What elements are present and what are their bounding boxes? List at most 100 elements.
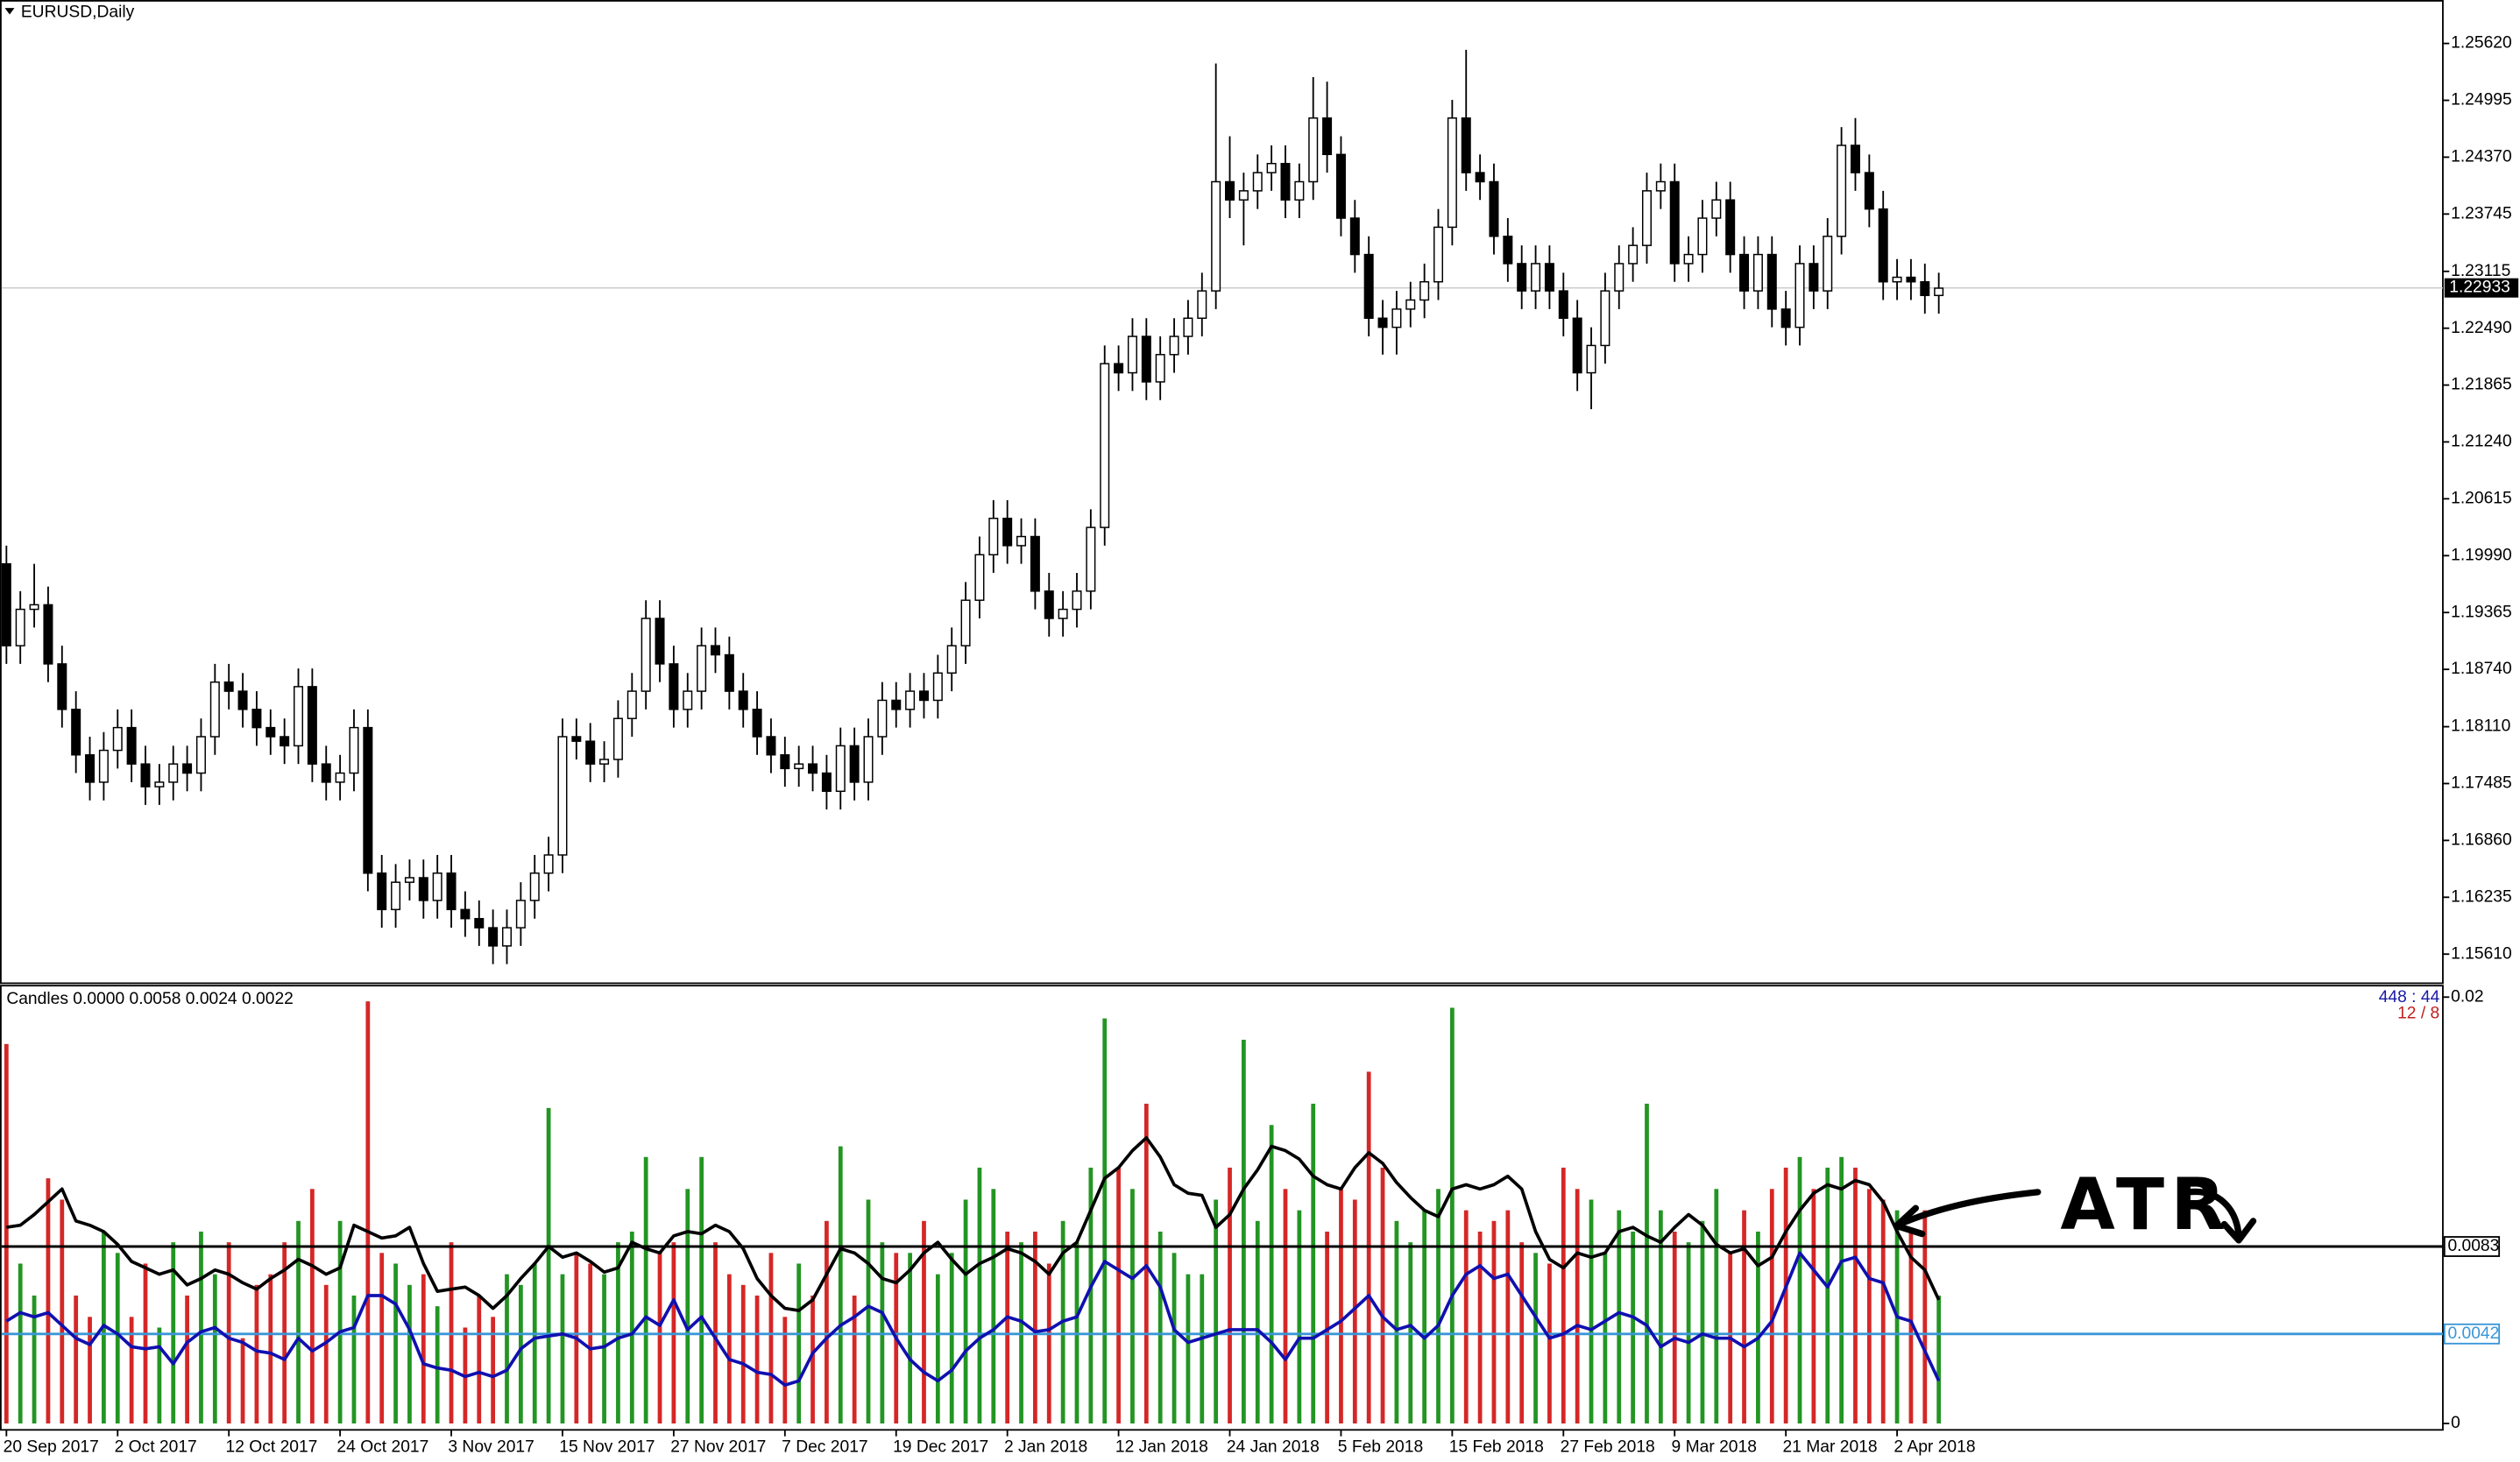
range-bar	[1422, 1210, 1427, 1424]
candle-body	[1655, 180, 1666, 192]
candle-body	[974, 554, 985, 601]
menu-triangle[interactable]	[4, 8, 15, 15]
range-bar	[1589, 1199, 1594, 1424]
range-bar	[1756, 1231, 1760, 1424]
range-bar	[935, 1274, 940, 1424]
candle-body	[1377, 317, 1388, 328]
range-bar	[1380, 1167, 1385, 1424]
y-tick-label: 1.16235	[2451, 887, 2512, 906]
candle-body	[182, 763, 193, 774]
candle-body	[835, 745, 846, 793]
candle-body	[1628, 244, 1639, 265]
candle-body	[766, 736, 776, 756]
annotation-arrow-head	[1893, 1204, 1926, 1238]
x-tick-label: 24 Jan 2018	[1227, 1438, 1320, 1457]
range-bar	[949, 1253, 954, 1424]
range-bar	[254, 1284, 259, 1424]
level-label: 0.0083	[2447, 1237, 2499, 1255]
y-tick-label: 0	[2451, 1414, 2460, 1432]
range-bar	[1130, 1189, 1135, 1424]
range-bar	[1352, 1199, 1357, 1424]
candle-body	[1475, 172, 1485, 183]
range-bar	[1157, 1231, 1163, 1424]
last-price-label: 1.22933	[2449, 279, 2510, 297]
candle-body	[237, 690, 248, 710]
candle-body	[223, 681, 234, 692]
candle-body	[294, 686, 304, 747]
candle-body	[1572, 317, 1582, 374]
candle-body	[29, 604, 39, 611]
candle-body	[863, 736, 874, 783]
range-bar	[1200, 1274, 1205, 1424]
candle-body	[488, 927, 499, 947]
range-bar	[1005, 1231, 1010, 1424]
range-bar	[754, 1295, 760, 1424]
candle-body	[794, 763, 804, 770]
y-tick-label: 0.02	[2451, 987, 2483, 1006]
candle-body	[1544, 263, 1554, 292]
range-bar	[1088, 1167, 1094, 1424]
range-bar	[491, 1317, 496, 1424]
range-bar	[1645, 1103, 1649, 1424]
range-bar	[365, 1001, 371, 1424]
candle-body	[571, 736, 582, 742]
range-bar	[323, 1284, 329, 1424]
range-bar	[212, 1274, 217, 1424]
counter: 12 / 8	[2397, 1004, 2439, 1022]
candle-body	[1335, 153, 1346, 219]
range-bar	[115, 1253, 120, 1424]
range-bar	[407, 1284, 412, 1424]
candle-body	[710, 645, 720, 656]
candle-body	[1461, 117, 1471, 173]
level-label: 0.0042	[2447, 1324, 2499, 1343]
candle-body	[1683, 253, 1694, 265]
range-bar	[1603, 1253, 1608, 1424]
range-bar	[588, 1263, 593, 1424]
candle-body	[1100, 363, 1110, 528]
range-bar	[129, 1317, 134, 1424]
y-tick-label: 1.24995	[2451, 91, 2512, 109]
range-bar	[796, 1263, 802, 1424]
range-bar	[1742, 1210, 1746, 1424]
candle-body	[1934, 287, 1944, 297]
candle-body	[363, 726, 373, 874]
candle-body	[1517, 263, 1527, 292]
candle-body	[112, 726, 123, 752]
candle-body	[265, 726, 276, 738]
candle-body	[474, 917, 485, 929]
range-bar	[1491, 1220, 1497, 1424]
candle-body	[1155, 354, 1165, 383]
x-tick-label: 2 Apr 2018	[1894, 1438, 1975, 1457]
range-bar	[1394, 1220, 1399, 1424]
x-tick-label: 19 Dec 2017	[893, 1438, 988, 1457]
x-tick-label: 3 Nov 2017	[448, 1438, 534, 1457]
indicator-panel	[0, 985, 2444, 1431]
candle-body	[1114, 363, 1124, 374]
candle-body	[849, 745, 860, 783]
range-bar	[1658, 1210, 1663, 1424]
range-bar	[1186, 1274, 1191, 1424]
candle-body	[946, 645, 957, 674]
candle-body	[1780, 308, 1791, 328]
candle-body	[404, 877, 414, 883]
range-bar	[811, 1295, 815, 1424]
candle-body	[71, 709, 81, 756]
x-tick-label: 12 Jan 2018	[1115, 1438, 1208, 1457]
indicator-line	[5, 1251, 1941, 1388]
range-bar	[963, 1199, 968, 1424]
range-bar	[18, 1263, 23, 1424]
range-bar	[1617, 1210, 1622, 1424]
candle-body	[15, 608, 25, 646]
x-tick-label: 15 Nov 2017	[559, 1438, 655, 1457]
candle-body	[626, 690, 637, 719]
candle-body	[1558, 290, 1568, 319]
candle-body	[335, 772, 345, 783]
range-bar	[1102, 1018, 1108, 1424]
x-tick-label: 21 Mar 2018	[1782, 1438, 1877, 1457]
range-bar	[838, 1146, 843, 1424]
candle-body	[1711, 199, 1722, 219]
candle-body	[1016, 535, 1027, 547]
y-tick-label: 1.23115	[2451, 262, 2510, 280]
